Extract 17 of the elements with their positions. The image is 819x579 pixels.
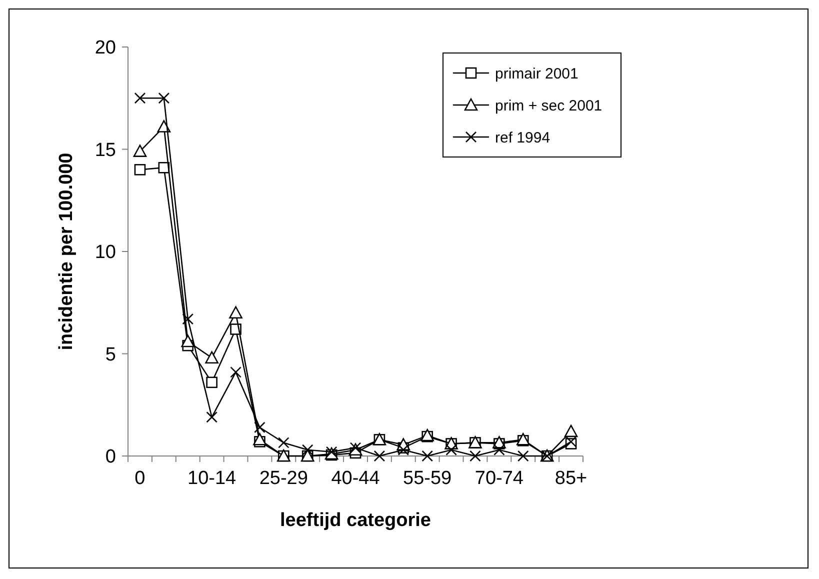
x-tick-label: 85+ [554, 468, 588, 489]
x-tick-label: 10-14 [188, 468, 237, 489]
x-axis-title: leeftijd categorie [280, 510, 431, 531]
x-tick-label: 70-74 [474, 468, 524, 489]
legend-label: primair 2001 [495, 65, 578, 82]
x-tick-label: 40-44 [331, 468, 380, 489]
legend-label: ref 1994 [495, 129, 550, 146]
x-tick-label: 0 [134, 468, 146, 489]
y-axis-title: incidentie per 100.000 [56, 152, 77, 350]
x-tick-label: 55-59 [403, 468, 452, 489]
y-tick-label: 10 [94, 242, 116, 264]
y-tick-label: 15 [94, 140, 116, 161]
legend-label: prim + sec 2001 [495, 97, 602, 114]
y-tick-label: 20 [94, 38, 116, 59]
x-tick-label: 25-29 [259, 468, 308, 489]
y-tick-label: 0 [105, 446, 116, 468]
y-tick-label: 5 [105, 344, 116, 366]
